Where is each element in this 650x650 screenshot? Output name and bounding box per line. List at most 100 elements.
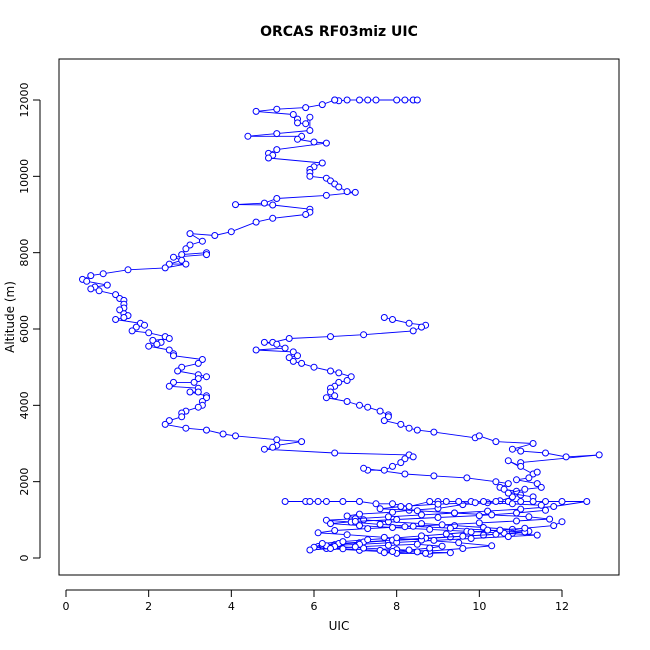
data-point: [87, 272, 95, 280]
series-segment: [173, 355, 203, 360]
data-point: [153, 340, 161, 348]
data-point: [141, 321, 148, 329]
series-segment: [454, 510, 488, 514]
data-point: [95, 287, 103, 295]
data-point: [389, 316, 396, 323]
data-point: [418, 511, 425, 519]
data-point: [327, 520, 334, 528]
data-point: [397, 503, 405, 510]
series-segment: [318, 532, 348, 536]
data-point: [327, 367, 334, 375]
data-point: [343, 377, 351, 384]
data-point: [112, 316, 120, 323]
x-tick-label: 0: [63, 600, 70, 613]
data-point: [273, 340, 281, 348]
data-point: [521, 524, 529, 532]
series-segment: [289, 336, 331, 339]
data-point: [550, 522, 558, 530]
data-point: [120, 314, 128, 321]
data-point: [178, 251, 186, 259]
data-point: [289, 111, 297, 118]
data-point: [525, 513, 533, 521]
data-point: [269, 214, 277, 222]
data-point: [455, 539, 463, 547]
data-point: [430, 428, 438, 436]
data-point: [413, 96, 421, 104]
data-point: [227, 228, 235, 236]
data-point: [364, 536, 372, 544]
series-segment: [454, 512, 492, 516]
series-segment: [396, 535, 422, 539]
data-point: [438, 521, 446, 529]
data-point: [178, 256, 186, 264]
data-point: [232, 432, 239, 440]
data-point: [372, 500, 380, 508]
data-point: [389, 462, 396, 470]
data-point: [537, 483, 545, 491]
data-point: [426, 525, 434, 533]
series-segment: [516, 518, 550, 522]
data-point: [389, 524, 396, 531]
series-segment: [388, 514, 422, 518]
data-point: [451, 509, 458, 517]
data-point: [413, 540, 421, 548]
y-tick-label: 12000: [18, 83, 31, 118]
series-segment: [347, 534, 385, 538]
data-point: [310, 138, 318, 146]
data-point: [484, 526, 492, 534]
data-point: [401, 470, 409, 478]
data-point: [99, 270, 107, 278]
series-segment: [276, 194, 327, 199]
data-point: [384, 541, 392, 549]
x-axis-label: UIC: [329, 619, 350, 633]
data-point: [550, 503, 558, 510]
series-segment: [276, 441, 302, 446]
data-point: [203, 426, 210, 434]
series-segment: [479, 520, 517, 524]
series-segment: [491, 514, 529, 518]
data-point: [401, 96, 409, 104]
data-point: [161, 420, 169, 428]
data-point: [335, 369, 343, 377]
series-segment: [442, 522, 480, 526]
data-point: [343, 398, 351, 405]
series-segment: [359, 511, 393, 515]
series-segment: [437, 515, 480, 518]
series-segment: [520, 454, 600, 464]
series-segment: [264, 448, 335, 454]
data-point: [413, 548, 421, 556]
data-point: [364, 96, 372, 104]
data-point: [455, 498, 463, 505]
data-point: [170, 253, 177, 261]
data-point: [583, 498, 591, 505]
data-point: [380, 549, 388, 557]
data-point: [542, 498, 549, 505]
data-point: [492, 438, 500, 446]
series-segment: [355, 516, 389, 520]
data-point: [508, 500, 516, 508]
data-point: [124, 266, 132, 274]
series-segment: [433, 431, 476, 439]
data-point: [356, 96, 363, 104]
data-point: [331, 527, 339, 534]
data-point: [426, 544, 434, 552]
data-point: [426, 498, 434, 505]
data-point: [83, 277, 91, 285]
data-point: [504, 533, 512, 541]
data-point: [178, 413, 186, 421]
data-point: [459, 545, 467, 552]
data-point: [508, 445, 516, 453]
data-point: [558, 498, 566, 505]
data-point: [339, 538, 347, 546]
data-point: [322, 498, 330, 505]
data-point: [203, 373, 210, 381]
data-point: [260, 338, 268, 346]
data-point: [327, 388, 334, 396]
series-2: [281, 498, 591, 557]
data-point: [203, 251, 210, 259]
data-point: [170, 378, 177, 386]
data-point: [380, 417, 388, 425]
data-point: [322, 394, 330, 402]
data-point: [475, 512, 483, 520]
